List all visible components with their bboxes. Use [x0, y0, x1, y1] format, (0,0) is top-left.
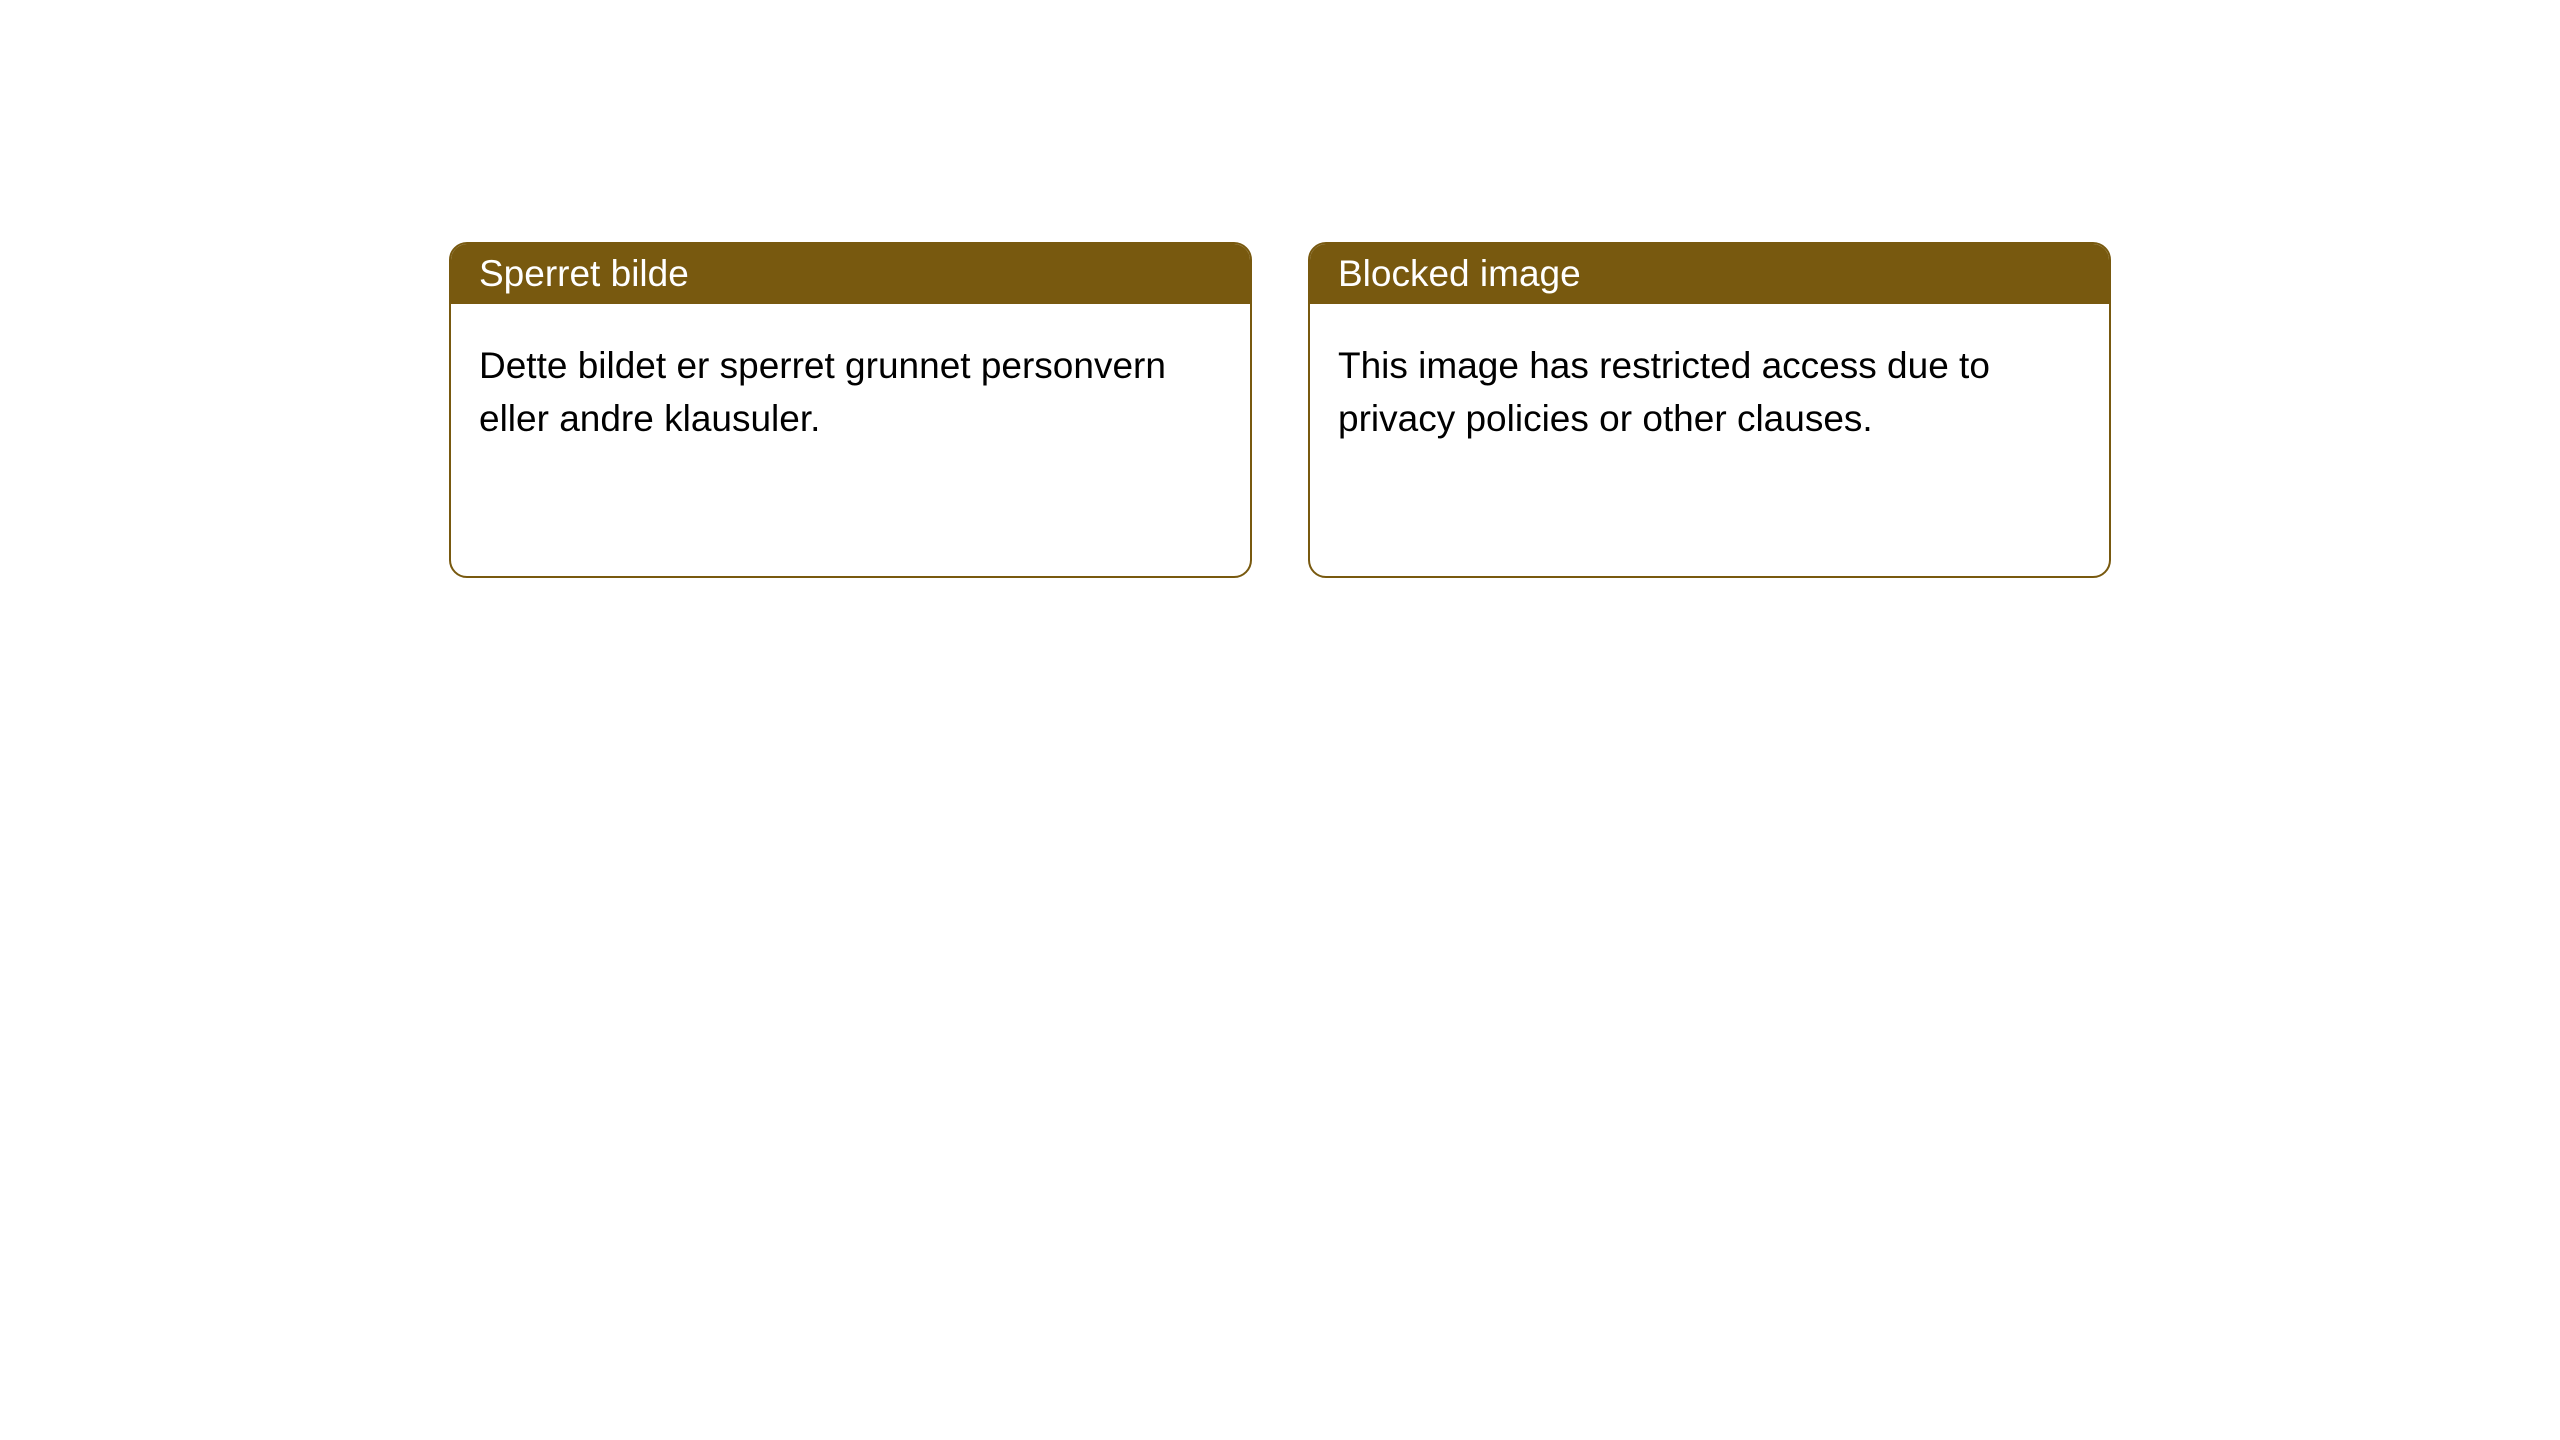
notice-card-english: Blocked image This image has restricted … [1308, 242, 2111, 578]
card-body-text: Dette bildet er sperret grunnet personve… [479, 345, 1166, 439]
notice-card-norwegian: Sperret bilde Dette bildet er sperret gr… [449, 242, 1252, 578]
card-body: This image has restricted access due to … [1310, 304, 2109, 481]
card-title: Sperret bilde [479, 253, 689, 295]
notice-cards-container: Sperret bilde Dette bildet er sperret gr… [449, 242, 2111, 578]
card-body: Dette bildet er sperret grunnet personve… [451, 304, 1250, 481]
card-title: Blocked image [1338, 253, 1581, 295]
card-header: Blocked image [1310, 244, 2109, 304]
card-body-text: This image has restricted access due to … [1338, 345, 1990, 439]
card-header: Sperret bilde [451, 244, 1250, 304]
